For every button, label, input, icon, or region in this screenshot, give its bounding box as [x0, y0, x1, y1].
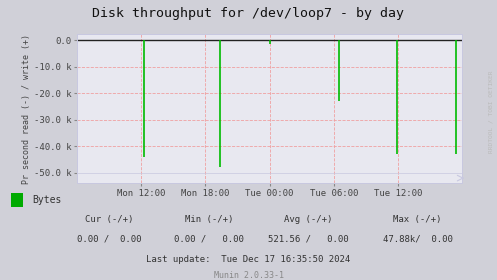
Text: 0.00 /   0.00: 0.00 / 0.00	[174, 235, 244, 244]
Text: Munin 2.0.33-1: Munin 2.0.33-1	[214, 271, 283, 280]
Text: Last update:  Tue Dec 17 16:35:50 2024: Last update: Tue Dec 17 16:35:50 2024	[147, 255, 350, 263]
Text: 0.00 /  0.00: 0.00 / 0.00	[77, 235, 142, 244]
Text: Min (-/+): Min (-/+)	[184, 215, 233, 224]
Text: 47.88k/  0.00: 47.88k/ 0.00	[383, 235, 452, 244]
Text: Cur (-/+): Cur (-/+)	[85, 215, 134, 224]
Text: Max (-/+): Max (-/+)	[393, 215, 442, 224]
Text: Disk throughput for /dev/loop7 - by day: Disk throughput for /dev/loop7 - by day	[92, 7, 405, 20]
Text: Bytes: Bytes	[32, 195, 62, 205]
Text: RRDTOOL / TOBI OETIKER: RRDTOOL / TOBI OETIKER	[488, 71, 493, 153]
Y-axis label: Pr second read (-) / write (+): Pr second read (-) / write (+)	[22, 34, 31, 183]
Text: Avg (-/+): Avg (-/+)	[284, 215, 332, 224]
Text: 521.56 /   0.00: 521.56 / 0.00	[268, 235, 348, 244]
